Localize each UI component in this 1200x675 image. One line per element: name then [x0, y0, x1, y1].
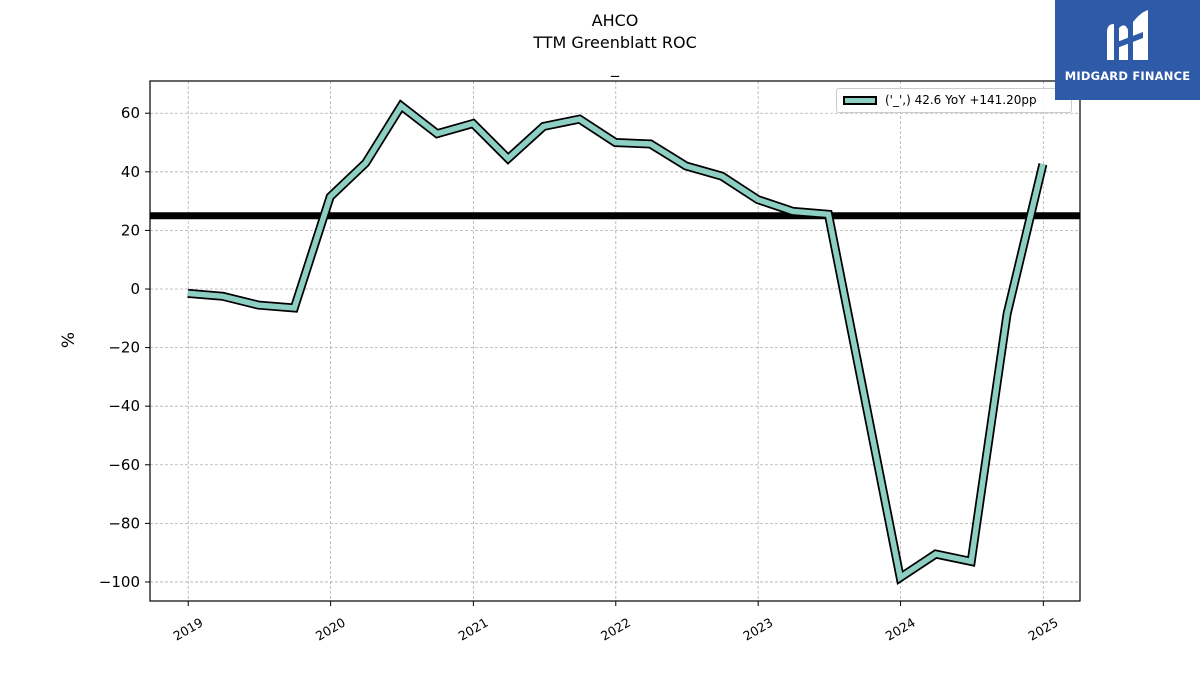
data-point — [436, 132, 439, 135]
data-point — [649, 142, 652, 145]
y-tick-label: −40 — [108, 397, 140, 415]
x-tick-label: 2025 — [1026, 615, 1061, 644]
data-point — [827, 213, 830, 216]
data-point — [542, 125, 545, 128]
data-point — [578, 118, 581, 121]
plot-frame — [149, 80, 1081, 602]
x-tick-label: 2019 — [170, 615, 205, 644]
logo-text: MIDGARD FINANCE — [1064, 69, 1191, 83]
data-point — [1006, 312, 1009, 315]
data-point — [756, 198, 759, 201]
legend-swatch — [843, 96, 877, 105]
chart-subtitle-2: _ — [611, 58, 619, 77]
y-tick-label: −60 — [108, 456, 140, 474]
data-point — [791, 210, 794, 213]
y-tick-label: 0 — [130, 280, 140, 298]
data-point — [364, 162, 367, 165]
y-tick-label: 40 — [121, 163, 140, 181]
data-point — [1041, 163, 1044, 166]
data-point — [720, 175, 723, 178]
data-point — [684, 164, 687, 167]
data-point — [257, 304, 260, 307]
midgard-logo-icon — [1107, 10, 1148, 60]
data-point — [934, 553, 937, 556]
data-point — [186, 292, 189, 295]
chart-title: AHCO — [591, 11, 639, 30]
y-tick-label: 20 — [121, 221, 140, 239]
y-tick-label: −20 — [108, 339, 140, 357]
y-tick-label: −80 — [108, 514, 140, 532]
legend: ('_',) 42.6 YoY +141.20pp — [836, 88, 1072, 113]
x-tick-label: 2020 — [313, 615, 348, 644]
data-point — [614, 141, 617, 144]
brand-logo: MIDGARD FINANCE — [1055, 0, 1200, 100]
data-point — [329, 195, 332, 198]
data-point — [400, 104, 403, 107]
x-tick-label: 2021 — [456, 615, 491, 644]
series-line — [187, 101, 1046, 583]
data-point — [899, 576, 902, 579]
data-point — [970, 560, 973, 563]
data-point — [507, 157, 510, 160]
y-tick-label: −100 — [99, 573, 140, 591]
data-point — [221, 295, 224, 298]
chart-subtitle: TTM Greenblatt ROC — [533, 33, 697, 52]
x-tick-label: 2022 — [598, 615, 633, 644]
y-axis-label: % — [59, 331, 79, 349]
legend-label: ('_',) 42.6 YoY +141.20pp — [885, 93, 1037, 107]
data-point — [472, 122, 475, 125]
x-tick-label: 2023 — [740, 615, 775, 644]
x-tick-label: 2024 — [883, 615, 918, 644]
series-line-outline — [187, 99, 1048, 586]
data-point — [293, 307, 296, 310]
y-tick-label: 60 — [121, 104, 140, 122]
